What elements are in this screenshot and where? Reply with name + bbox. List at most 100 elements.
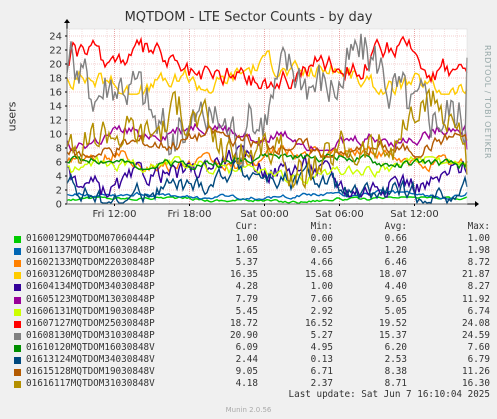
legend-row: 01601137MQTDOM16030848P 1.65 0.65 1.20 1.98 — [10, 245, 490, 257]
legend-cur: 4.28 — [235, 281, 258, 293]
series-line — [66, 196, 468, 205]
series-line — [66, 155, 468, 185]
legend-avg: 9.65 — [384, 293, 407, 305]
series-line — [66, 50, 468, 97]
x-tick-label: Sat 12:00 — [390, 209, 438, 220]
legend-avg: 19.52 — [379, 317, 407, 329]
legend-series-name: 01602133MQTDOM22030848P — [26, 257, 155, 269]
y-tick-label: 0 — [56, 200, 62, 211]
legend-swatch — [14, 357, 21, 365]
legend-min: 7.66 — [310, 293, 333, 305]
legend-swatch — [14, 260, 21, 268]
series-line — [66, 87, 468, 190]
y-tick-label: 18 — [49, 74, 62, 85]
legend-series-name: 01606131MQTDOM19030848P — [26, 305, 155, 317]
series-line — [66, 152, 468, 171]
legend-row: 01602133MQTDOM22030848P 5.37 4.66 6.46 8.72 — [10, 257, 490, 269]
legend-max: 1.00 — [467, 233, 490, 245]
legend-min: 0.65 — [310, 245, 333, 257]
x-tick-label: Sat 06:00 — [315, 209, 363, 220]
legend-min: 4.95 — [310, 341, 333, 353]
legend-swatch — [14, 284, 21, 292]
legend-max: 7.60 — [467, 341, 490, 353]
legend-series-name: 01604134MQTDOM34030848P — [26, 281, 155, 293]
legend-row: 01616117MQTDOM31030848V 4.18 2.37 8.71 16.30 — [10, 378, 490, 390]
y-tick-label: 6 — [56, 158, 62, 169]
y-tick-label: 16 — [49, 88, 62, 99]
x-tick-label: Fri 12:00 — [93, 209, 137, 220]
legend-row: 01607127MQTDOM25030848P 18.72 16.52 19.52 24… — [10, 318, 490, 330]
legend-swatch — [14, 344, 21, 352]
legend-avg: 4.40 — [384, 281, 407, 293]
legend-cur: 5.37 — [235, 257, 258, 269]
legend-avg: 15.37 — [379, 329, 407, 341]
last-update: Last update: Sat Jun 7 16:10:04 2025 — [288, 389, 491, 400]
legend-min: 2.92 — [310, 305, 333, 317]
legend-swatch — [14, 381, 21, 389]
legend-row: 01600129MQTDOM07060444P 1.00 0.00 0.66 1.00 — [10, 233, 490, 245]
legend-max: 6.74 — [467, 305, 490, 317]
legend-cur: 2.44 — [235, 354, 258, 366]
legend-swatch — [14, 236, 21, 244]
legend-swatch — [14, 332, 21, 340]
legend-series-name: 01615128MQTDOM19030848V — [26, 366, 155, 378]
legend-avg: 2.53 — [384, 354, 407, 366]
y-tick-label: 12 — [49, 116, 62, 127]
legend-avg: 1.20 — [384, 245, 407, 257]
y-tick-label: 8 — [56, 144, 62, 155]
plot-area — [67, 29, 467, 204]
legend-max: 11.92 — [462, 293, 490, 305]
legend-cur: 4.18 — [235, 378, 258, 390]
legend-swatch — [14, 308, 21, 316]
legend-series-name: 01603126MQTDOM28030848P — [26, 269, 155, 281]
legend-swatch — [14, 320, 21, 328]
legend-series-name: 01616117MQTDOM31030848V — [26, 378, 155, 390]
y-axis-arrow — [64, 19, 70, 23]
legend-avg: 0.66 — [384, 233, 407, 245]
y-tick-label: 22 — [49, 46, 62, 57]
legend-cur: 5.45 — [235, 305, 258, 317]
y-tick-label: 10 — [49, 130, 62, 141]
legend-cur: 18.72 — [230, 317, 258, 329]
legend-row: 01604134MQTDOM34030848P 4.28 1.00 4.40 8.27 — [10, 281, 490, 293]
legend-cur: 1.65 — [235, 245, 258, 257]
y-tick-label: 14 — [49, 102, 62, 113]
y-tick-label: 4 — [56, 172, 62, 183]
legend-series-name: 01605123MQTDOM13030848P — [26, 293, 155, 305]
legend-min: 4.66 — [310, 257, 333, 269]
legend-max: 21.87 — [462, 269, 490, 281]
legend-series-name: 01608130MQTDOM31030848P — [26, 329, 155, 341]
legend-swatch — [14, 369, 21, 377]
x-axis-arrow — [475, 201, 479, 207]
legend-max: 8.72 — [467, 257, 490, 269]
legend-row: 01606131MQTDOM19030848P 5.45 2.92 5.05 6.74 — [10, 306, 490, 318]
legend-avg: 8.38 — [384, 366, 407, 378]
legend-cur: 9.05 — [235, 366, 258, 378]
legend-min: 5.27 — [310, 329, 333, 341]
legend-max: 16.30 — [462, 378, 490, 390]
legend-swatch — [14, 272, 21, 280]
x-tick-label: Sat 00:00 — [240, 209, 288, 220]
legend-cur: 1.00 — [235, 233, 258, 245]
legend-cur: 7.79 — [235, 293, 258, 305]
legend-max: 8.27 — [467, 281, 490, 293]
rrdtool-watermark: RRDTOOL / TOBI OETIKER — [483, 45, 492, 160]
y-tick-label: 2 — [56, 186, 62, 197]
series-line — [66, 35, 468, 91]
legend-row: 01615128MQTDOM19030848V 9.05 6.71 8.38 11.26 — [10, 366, 490, 378]
legend-avg: 18.07 — [379, 269, 407, 281]
legend-min: 0.13 — [310, 354, 333, 366]
legend-min: 6.71 — [310, 366, 333, 378]
legend-header-cur: Cur: — [235, 221, 258, 232]
legend-rows: 01600129MQTDOM07060444P 1.00 0.00 0.66 1.00 0… — [10, 233, 490, 390]
legend-min: 0.00 — [310, 233, 333, 245]
legend-header-row: Cur: Min: Avg: Max: — [10, 221, 490, 233]
legend-header-max: Max: — [467, 221, 490, 232]
legend-swatch — [14, 296, 21, 304]
legend-cur: 6.09 — [235, 341, 258, 353]
chart-title: MQTDOM - LTE Sector Counts - by day — [124, 10, 373, 25]
legend-header-min: Min: — [310, 221, 333, 232]
x-tick-label: Fri 18:00 — [168, 209, 212, 220]
legend-series-name: 01610120MQTDOM16030848V — [26, 341, 155, 353]
